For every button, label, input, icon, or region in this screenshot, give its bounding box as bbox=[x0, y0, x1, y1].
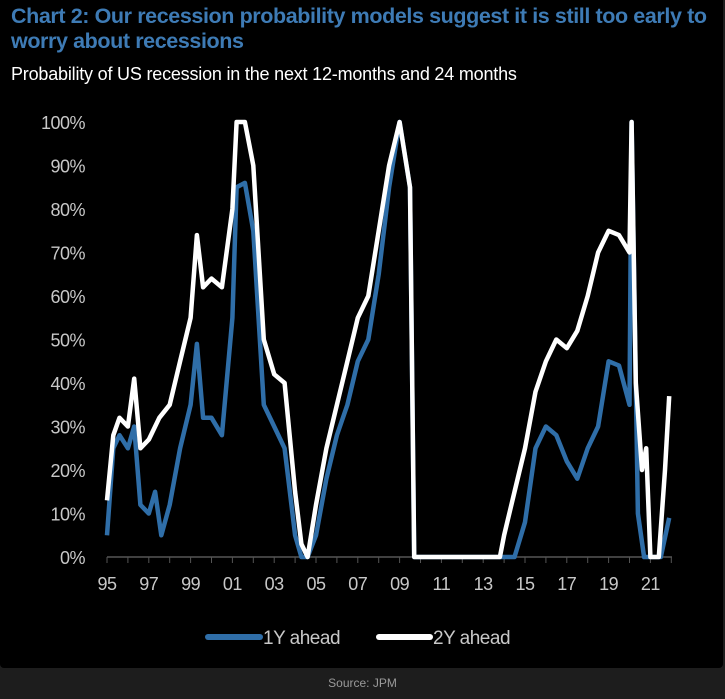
x-tick-label: 11 bbox=[433, 574, 451, 594]
chart-panel: Chart 2: Our recession probability model… bbox=[0, 0, 723, 668]
chart-subtitle: Probability of US recession in the next … bbox=[11, 64, 517, 84]
x-tick-label: 17 bbox=[557, 574, 577, 594]
source-note: Source: JPM bbox=[328, 676, 397, 690]
x-tick-label: 03 bbox=[265, 574, 285, 594]
legend-label-2y: 2Y ahead bbox=[433, 628, 510, 649]
y-tick-label: 40% bbox=[50, 374, 85, 394]
y-tick-label: 60% bbox=[50, 287, 85, 307]
x-tick-label: 99 bbox=[181, 574, 201, 594]
x-tick-label: 95 bbox=[97, 574, 117, 594]
legend-label-1y: 1Y ahead bbox=[263, 628, 340, 649]
x-tick-label: 97 bbox=[139, 574, 159, 594]
y-tick-label: 80% bbox=[50, 200, 85, 220]
x-tick-label: 05 bbox=[306, 574, 326, 594]
x-tick-label: 09 bbox=[390, 574, 410, 594]
y-tick-label: 10% bbox=[50, 505, 85, 525]
y-tick-label: 20% bbox=[50, 461, 85, 481]
y-tick-label: 100% bbox=[41, 113, 86, 133]
y-tick-label: 90% bbox=[50, 157, 85, 177]
x-tick-label: 01 bbox=[223, 574, 243, 594]
legend: 1Y ahead 2Y ahead bbox=[205, 628, 511, 649]
x-tick-label: 13 bbox=[474, 574, 494, 594]
series-line-1y bbox=[104, 119, 672, 560]
x-tick-label: 07 bbox=[348, 574, 368, 594]
line-chart: 0% 10% 20% 30% 40% 50% 60% 70% 80% 90% 100% 95 97 99… bbox=[41, 113, 672, 649]
x-tick-label: 15 bbox=[515, 574, 535, 594]
y-tick-label: 30% bbox=[50, 418, 85, 438]
x-tick-label: 21 bbox=[641, 574, 661, 594]
x-tick-label: 19 bbox=[599, 574, 619, 594]
y-tick-label: 50% bbox=[50, 331, 85, 351]
y-tick-label: 0% bbox=[60, 548, 86, 568]
series-line-2y bbox=[104, 119, 672, 560]
chart-title: Chart 2: Our recession probability model… bbox=[11, 4, 707, 53]
y-tick-label: 70% bbox=[50, 244, 85, 264]
